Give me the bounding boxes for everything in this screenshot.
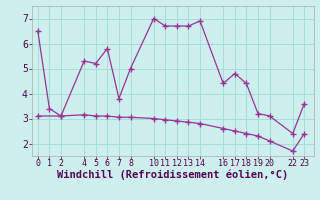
X-axis label: Windchill (Refroidissement éolien,°C): Windchill (Refroidissement éolien,°C): [57, 170, 288, 180]
